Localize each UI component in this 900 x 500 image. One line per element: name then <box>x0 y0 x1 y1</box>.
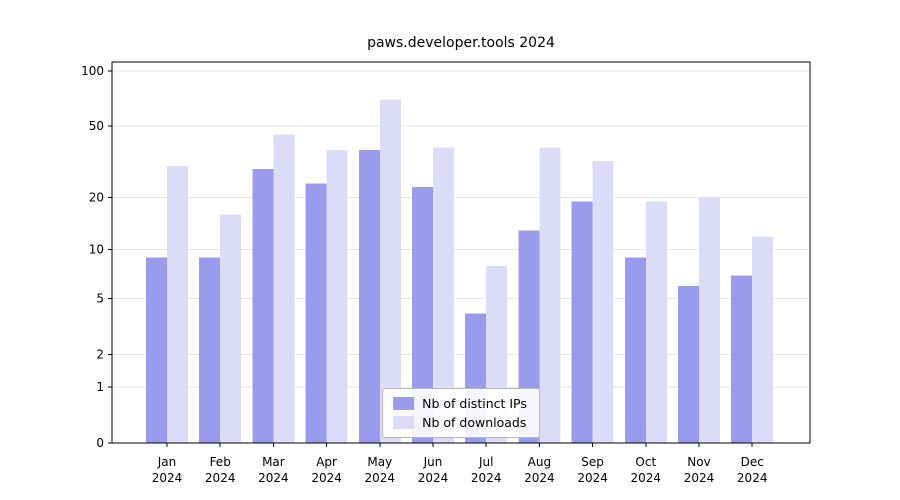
y-tick-label: 10 <box>89 243 104 257</box>
x-tick-label-month: Aug <box>528 455 551 469</box>
bar-distinct-ips <box>678 286 699 443</box>
x-tick-label-year: 2024 <box>737 471 768 485</box>
bar-downloads <box>752 236 774 443</box>
x-tick-label-year: 2024 <box>311 471 342 485</box>
plot-border <box>111 61 811 444</box>
y-tick-label: 5 <box>96 292 104 306</box>
bar-downloads <box>592 161 614 444</box>
bar-distinct-ips <box>252 168 274 443</box>
bar-downloads <box>326 149 348 444</box>
x-tick-label-month: Feb <box>210 455 231 469</box>
bar-downloads <box>539 147 561 444</box>
bar-downloads <box>167 166 188 444</box>
x-tick-label-month: Dec <box>741 455 764 469</box>
x-tick-label-month: Nov <box>687 455 710 469</box>
bar-downloads <box>699 197 720 443</box>
bar-distinct-ips <box>305 183 327 443</box>
x-tick-label-year: 2024 <box>258 471 289 485</box>
legend-label-downloads: Nb of downloads <box>422 415 527 430</box>
y-tick-label: 50 <box>89 119 104 133</box>
x-tick-label-month: Oct <box>635 455 656 469</box>
legend: Nb of distinct IPs Nb of downloads <box>382 388 540 438</box>
x-tick-label-year: 2024 <box>631 471 662 485</box>
x-tick-label-year: 2024 <box>205 471 236 485</box>
bar-downloads <box>433 147 454 444</box>
x-tick-label-month: Jan <box>157 455 177 469</box>
x-tick-label-year: 2024 <box>365 471 396 485</box>
y-tick-label: 1 <box>96 380 104 394</box>
y-tick-label: 20 <box>89 191 104 205</box>
bar-downloads <box>379 99 401 444</box>
x-tick-label-month: Jul <box>478 455 493 469</box>
bar-distinct-ips <box>624 257 646 443</box>
legend-label-distinct-ips: Nb of distinct IPs <box>422 396 527 411</box>
bar-downloads <box>645 201 667 443</box>
legend-swatch-distinct-ips <box>393 397 415 410</box>
x-tick-label-year: 2024 <box>684 471 715 485</box>
x-tick-label-month: Mar <box>262 455 285 469</box>
x-tick-label-month: May <box>367 455 392 469</box>
y-tick-label: 2 <box>96 347 104 361</box>
bar-distinct-ips <box>412 186 433 443</box>
x-tick-label-year: 2024 <box>152 471 183 485</box>
bar-distinct-ips <box>358 149 380 444</box>
y-tick-label: 100 <box>81 64 104 78</box>
bar-distinct-ips <box>199 257 221 443</box>
x-tick-label-month: Apr <box>316 455 337 469</box>
bar-downloads <box>220 214 242 443</box>
x-tick-label-month: Jun <box>423 455 443 469</box>
bar-downloads <box>273 134 295 443</box>
x-tick-label-year: 2024 <box>418 471 449 485</box>
x-tick-label-month: Sep <box>581 455 604 469</box>
legend-item-distinct-ips: Nb of distinct IPs <box>393 396 527 411</box>
y-tick-label: 0 <box>96 436 104 450</box>
chart-title: paws.developer.tools 2024 <box>367 35 555 51</box>
legend-swatch-downloads <box>393 416 415 429</box>
bar-distinct-ips <box>731 275 753 443</box>
legend-item-downloads: Nb of downloads <box>393 415 527 430</box>
x-tick-label-year: 2024 <box>471 471 502 485</box>
bar-distinct-ips <box>571 201 593 443</box>
bar-distinct-ips <box>146 257 167 443</box>
x-tick-label-year: 2024 <box>577 471 608 485</box>
x-tick-label-year: 2024 <box>524 471 555 485</box>
